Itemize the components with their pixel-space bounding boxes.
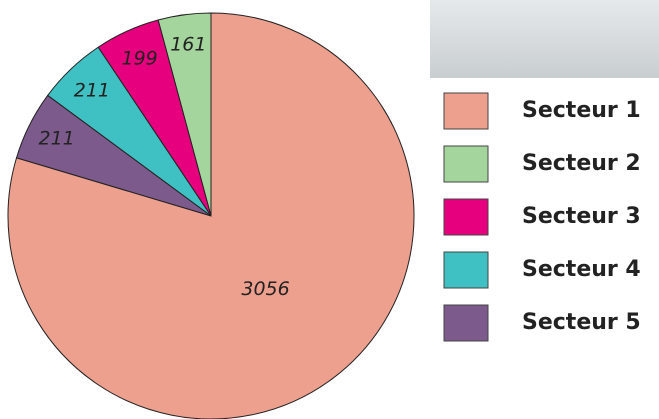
legend-swatch — [444, 93, 488, 129]
legend-label: Secteur 5 — [522, 310, 641, 335]
chart: 1611992112113056 Secteur 1Secteur 2Secte… — [0, 0, 659, 419]
slice-label: 199 — [121, 47, 157, 69]
header-photo — [430, 0, 659, 78]
legend-swatch — [444, 252, 488, 288]
slice-label: 3056 — [241, 278, 289, 300]
legend-swatch — [444, 199, 488, 235]
slice-label: 161 — [170, 33, 206, 55]
slice-label: 211 — [39, 127, 75, 149]
legend-label: Secteur 2 — [522, 151, 641, 176]
legend-swatch — [444, 146, 488, 182]
legend-label: Secteur 4 — [522, 257, 641, 282]
legend-label: Secteur 1 — [522, 98, 641, 123]
pie: 161 199 211 211 3056 — [8, 13, 414, 419]
slice-label: 211 — [74, 80, 110, 102]
legend: Secteur 1 Secteur 2 Secteur 3 Secteur 4 Sect… — [444, 93, 641, 341]
legend-swatch — [444, 305, 488, 341]
legend-label: Secteur 3 — [522, 204, 641, 229]
